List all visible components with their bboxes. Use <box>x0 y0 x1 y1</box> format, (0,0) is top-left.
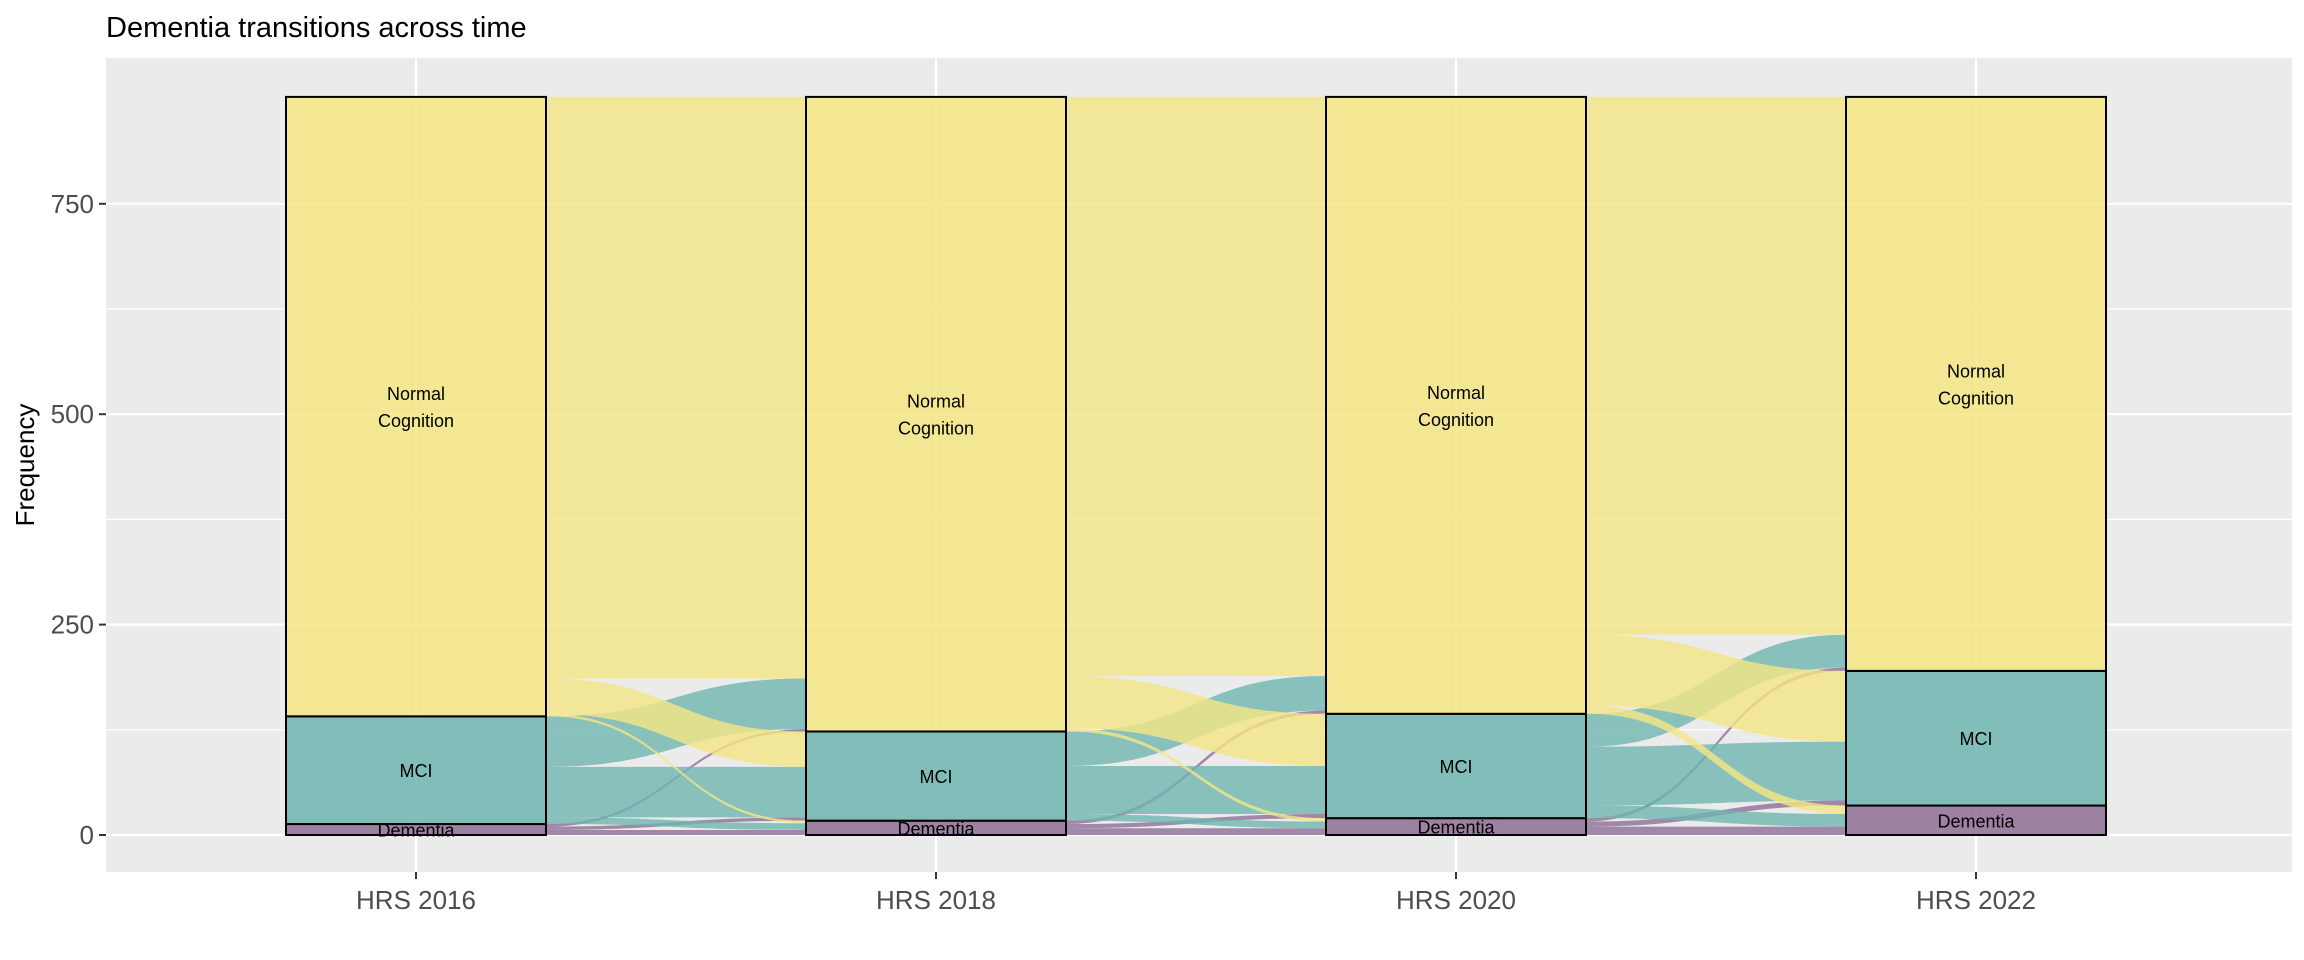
stratum-label-dementia: Dementia <box>897 819 975 839</box>
x-tick-label: HRS 2018 <box>876 885 996 915</box>
stratum-label-mci: MCI <box>1440 757 1473 777</box>
stratum-label-normal-cognition: Normal <box>1947 361 2005 381</box>
chart-title: Dementia transitions across time <box>106 12 527 44</box>
stratum-label-mci: MCI <box>400 761 433 781</box>
flow-dementia-to-dementia-hrs-2018-to-hrs-2020 <box>1066 828 1326 835</box>
strata-boxes <box>285 95 2107 837</box>
y-axis: 0 250 500 750 <box>51 189 106 850</box>
flow-ribbons <box>546 96 1846 835</box>
x-tick-label: HRS 2020 <box>1396 885 1516 915</box>
stratum-label-normal-cognition: Cognition <box>1418 410 1494 430</box>
stratum-label-mci: MCI <box>1960 729 1993 749</box>
flow-mci-to-mci-hrs-2020-to-hrs-2022 <box>1586 741 1846 806</box>
flow-normal-cognition-to-dementia-hrs-2016-to-hrs-2018 <box>546 713 806 824</box>
flow-normal-cognition-to-normal-cognition-hrs-2020-to-hrs-2022 <box>1586 96 1846 635</box>
stratum-label-normal-cognition: Normal <box>1427 383 1485 403</box>
flow-normal-cognition-to-mci-hrs-2018-to-hrs-2020 <box>1066 675 1326 766</box>
flow-mci-to-mci-hrs-2016-to-hrs-2018 <box>546 766 806 818</box>
y-tick-label: 250 <box>51 610 94 640</box>
flow-dementia-to-dementia-hrs-2020-to-hrs-2022 <box>1586 826 1846 835</box>
flow-normal-cognition-to-dementia-hrs-2020-to-hrs-2022 <box>1586 705 1846 814</box>
flow-normal-cognition-to-normal-cognition-hrs-2018-to-hrs-2020 <box>1066 96 1326 676</box>
flow-mci-to-dementia-hrs-2020-to-hrs-2022 <box>1586 805 1846 827</box>
x-tick-label: HRS 2016 <box>356 885 476 915</box>
stratum-label-normal-cognition: Cognition <box>378 411 454 431</box>
stratum-mci-hrs-2016 <box>285 715 547 826</box>
stratum-mci-hrs-2022 <box>1845 669 2107 807</box>
y-tick-label: 750 <box>51 189 94 219</box>
stratum-labels: Dementia MCI Normal Cognition Dementia MCI Nor… <box>377 361 2015 840</box>
flow-mci-to-dementia-hrs-2016-to-hrs-2018 <box>546 817 806 830</box>
stratum-label-normal-cognition: Cognition <box>898 419 974 439</box>
stratum-mci-hrs-2020 <box>1325 712 1587 820</box>
stratum-label-normal-cognition: Normal <box>907 392 965 412</box>
flow-mci-to-mci-hrs-2018-to-hrs-2020 <box>1066 765 1326 814</box>
stratum-label-dementia: Dementia <box>377 821 455 841</box>
x-axis: HRS 2016 HRS 2018 HRS 2020 HRS 2022 <box>356 872 2036 915</box>
y-axis-title: Frequency <box>10 404 40 527</box>
stratum-dementia-hrs-2022 <box>1845 804 2107 837</box>
stratum-label-normal-cognition: Cognition <box>1938 388 2014 408</box>
stratum-normal-cognition-hrs-2022 <box>1845 95 2107 672</box>
stratum-label-mci: MCI <box>920 767 953 787</box>
flow-normal-cognition-to-normal-cognition-hrs-2016-to-hrs-2018 <box>546 96 806 679</box>
y-tick-label: 500 <box>51 399 94 429</box>
stratum-normal-cognition-hrs-2016 <box>285 95 547 718</box>
stratum-normal-cognition-hrs-2020 <box>1325 95 1587 715</box>
stratum-label-dementia: Dementia <box>1417 818 1495 838</box>
stratum-label-normal-cognition: Normal <box>387 384 445 404</box>
flow-normal-cognition-to-dementia-hrs-2018-to-hrs-2020 <box>1066 728 1326 822</box>
stratum-normal-cognition-hrs-2018 <box>805 95 1067 733</box>
y-tick-label: 0 <box>80 820 94 850</box>
flow-mci-to-dementia-hrs-2018-to-hrs-2020 <box>1066 813 1326 829</box>
flow-normal-cognition-to-mci-hrs-2020-to-hrs-2022 <box>1586 634 1846 742</box>
stratum-label-dementia: Dementia <box>1937 811 2015 831</box>
x-tick-label: HRS 2022 <box>1916 885 2036 915</box>
flow-normal-cognition-to-mci-hrs-2016-to-hrs-2018 <box>546 678 806 767</box>
flow-dementia-to-dementia-hrs-2016-to-hrs-2018 <box>546 829 806 835</box>
